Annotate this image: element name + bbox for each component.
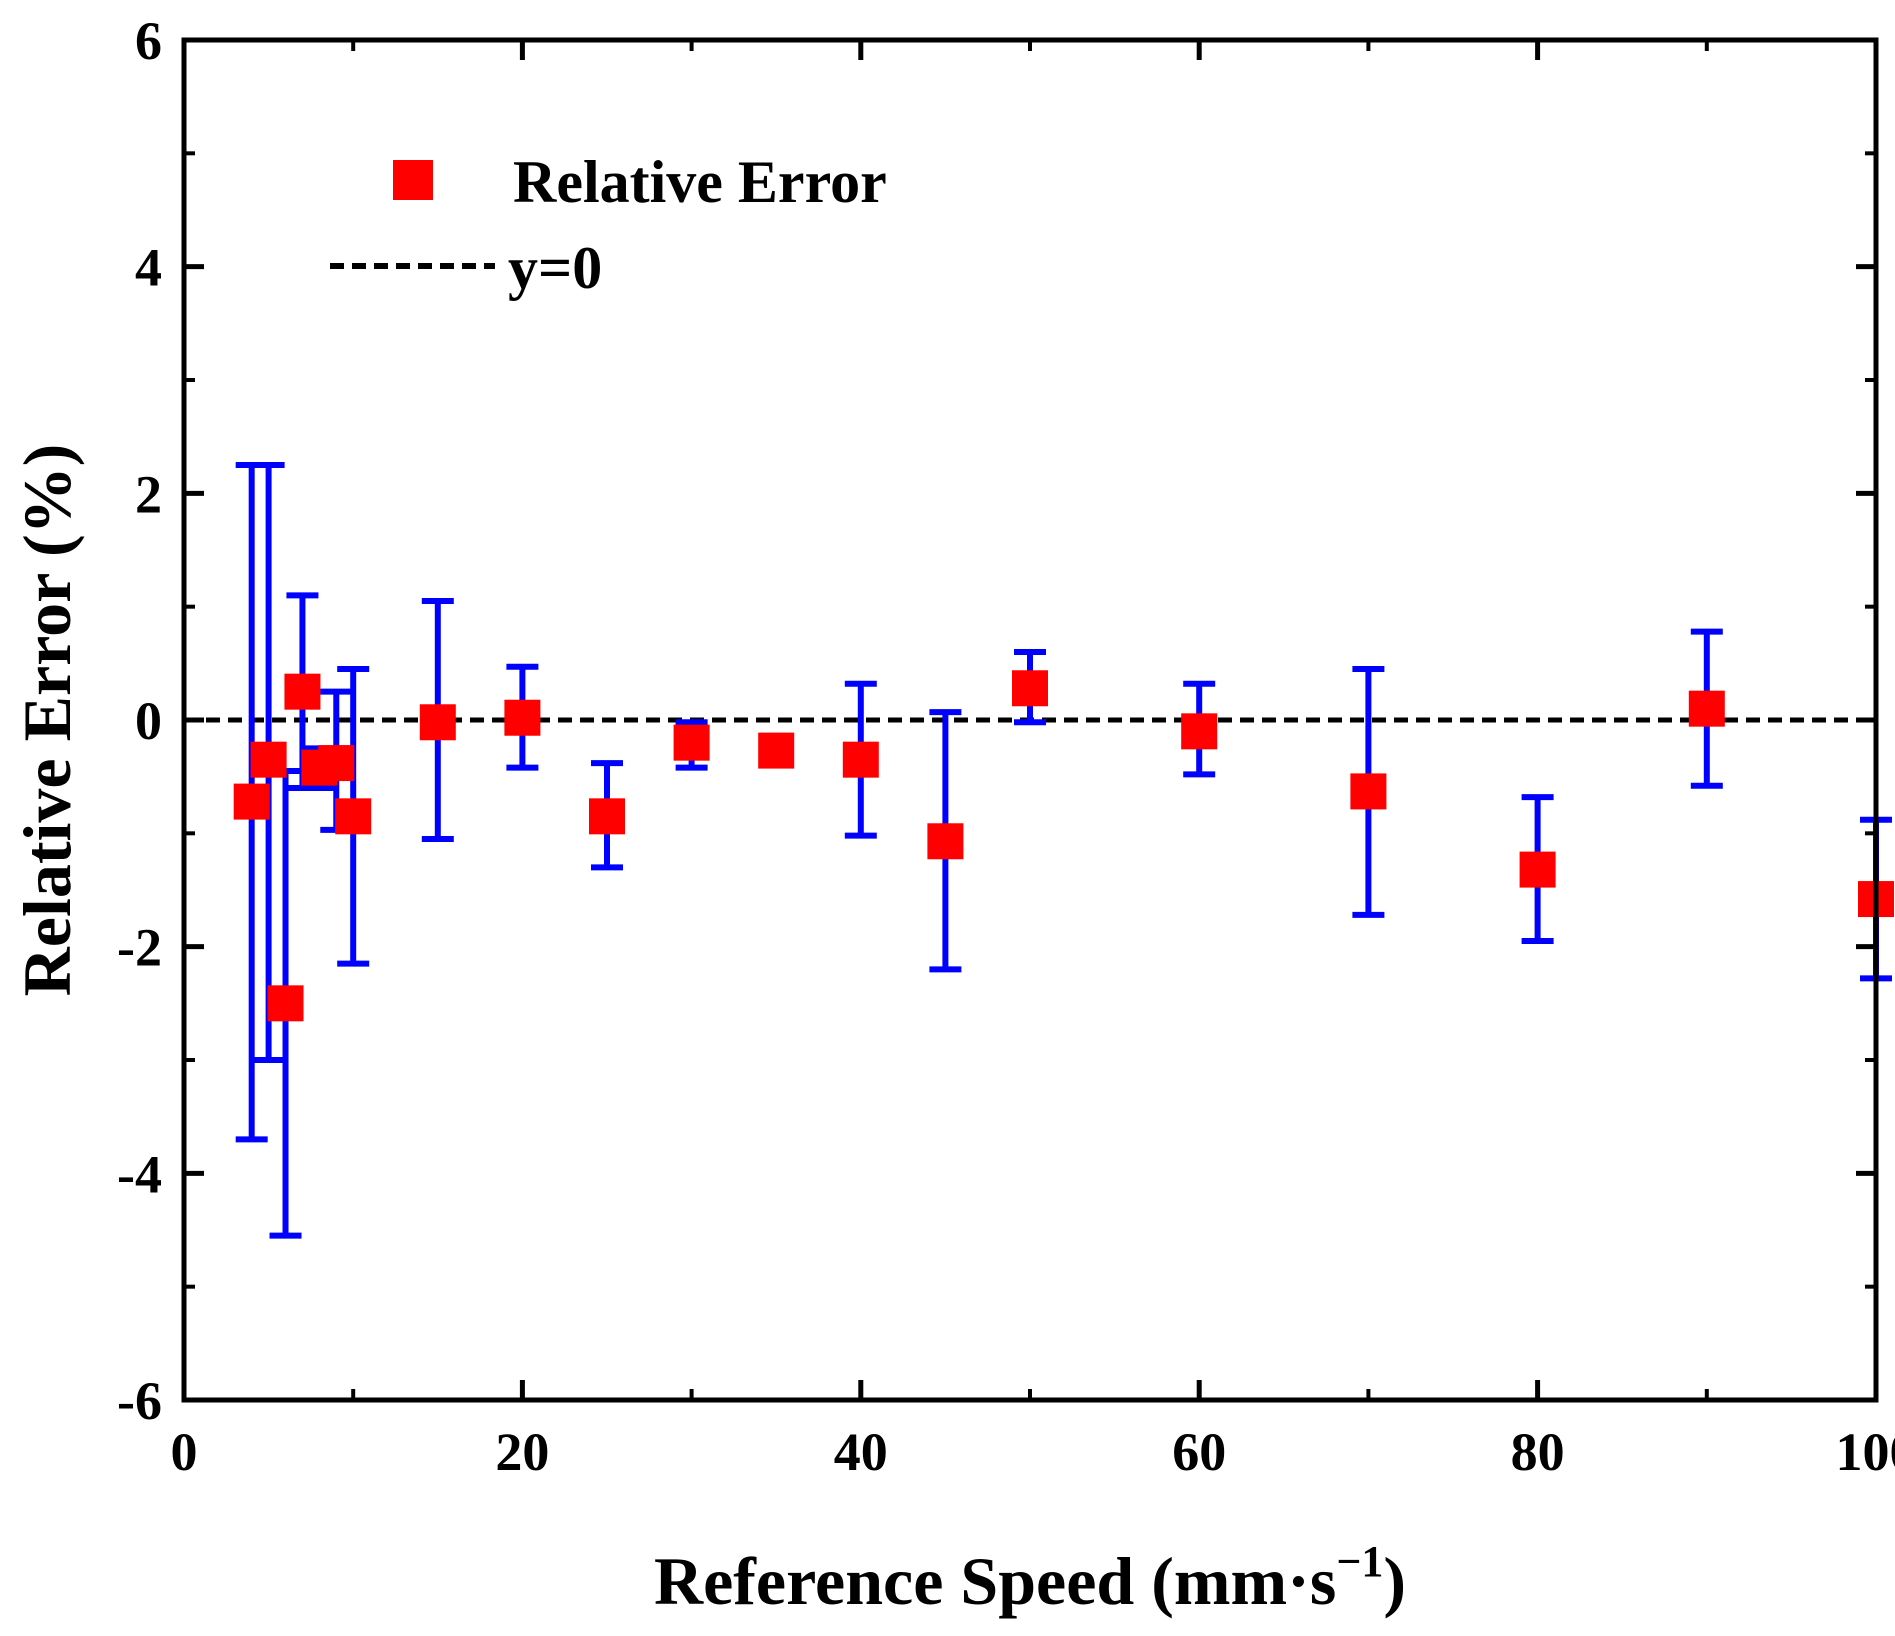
data-point-x90: [1688, 690, 1725, 727]
data-point-x50: [1012, 670, 1048, 707]
x-tick-label: 80: [1511, 1422, 1565, 1482]
y-tick-label: 2: [135, 464, 162, 524]
axes-layer: 0 20 40 60 80 100 -6 -4 -2 0 2 4 6: [117, 11, 1895, 1482]
data-point-x70: [1350, 773, 1387, 810]
x-axis-title-main: Reference Speed (mm·s: [654, 1543, 1336, 1619]
y-tick-label: 4: [135, 238, 162, 298]
data-point-x20: [504, 699, 541, 736]
data-point-x4: [233, 783, 270, 820]
data-point-x40: [842, 741, 879, 778]
markers-layer: [233, 670, 1894, 1022]
x-tick-label: 20: [495, 1422, 549, 1482]
x-axis-title: Reference Speed (mm·s−1): [654, 1537, 1406, 1619]
y-tick-label: -6: [117, 1371, 162, 1431]
legend-label-relative-error: Relative Error: [513, 149, 887, 215]
x-axis-title-sup: −1: [1336, 1537, 1383, 1586]
legend: Relative Error y=0: [330, 149, 887, 301]
data-point-x35: [758, 732, 795, 769]
data-point-x10: [335, 798, 372, 835]
legend-marker-relative-error: [393, 160, 433, 200]
y-tick-label: -4: [117, 1144, 162, 1204]
data-point-x9: [318, 745, 355, 782]
x-tick-label: 100: [1836, 1422, 1895, 1482]
x-tick-label: 0: [171, 1422, 198, 1482]
x-axis-title-close: ): [1383, 1543, 1406, 1619]
data-point-x25: [589, 798, 625, 835]
y-tick-label: 0: [135, 691, 162, 751]
y-axis-title: Relative Error (%): [9, 444, 85, 997]
y-tick-label: -2: [117, 918, 162, 978]
data-point-x60: [1181, 713, 1218, 750]
y-tick-label: 6: [135, 11, 162, 71]
errorbars-layer: [235, 462, 1892, 1239]
data-point-x6: [267, 985, 304, 1022]
data-point-x15: [419, 704, 456, 741]
data-point-x5: [250, 741, 287, 778]
data-point-x7: [284, 673, 321, 710]
x-tick-label: 40: [834, 1422, 888, 1482]
data-point-x45: [927, 823, 964, 860]
legend-label-y0: y=0: [508, 235, 602, 301]
data-point-x30: [673, 724, 710, 761]
x-tick-label: 60: [1172, 1422, 1226, 1482]
data-point-x80: [1519, 851, 1556, 888]
